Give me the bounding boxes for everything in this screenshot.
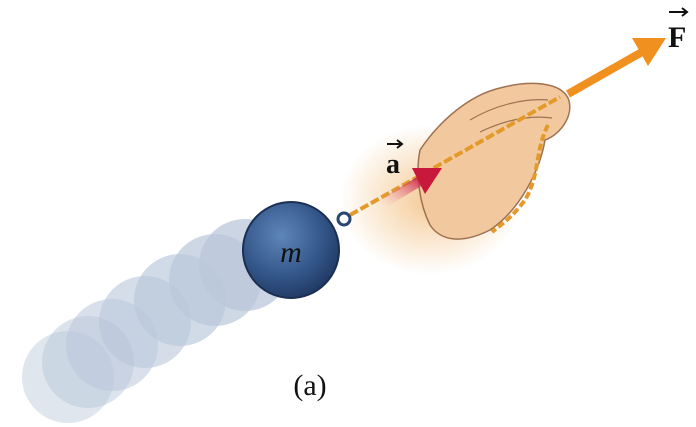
acceleration-label: a xyxy=(386,149,400,180)
hand xyxy=(418,83,570,239)
mass-label: m xyxy=(280,236,302,269)
caption: (a) xyxy=(293,369,326,402)
force-vector-arrow xyxy=(669,8,687,16)
force-label: F xyxy=(668,21,686,54)
force-arrow xyxy=(568,38,666,94)
diagram: m F a (a) xyxy=(0,0,696,427)
